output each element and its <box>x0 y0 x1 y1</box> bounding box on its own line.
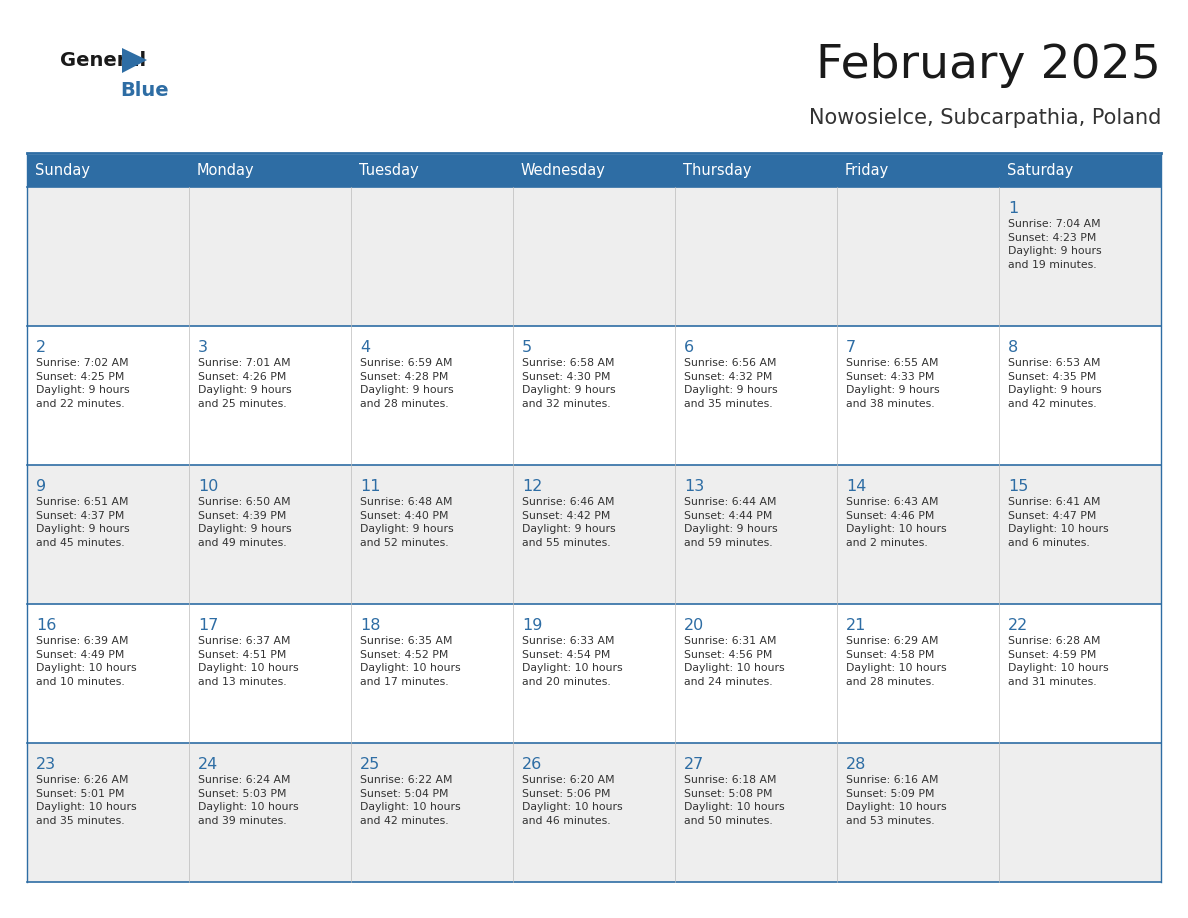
Text: 26: 26 <box>522 757 542 772</box>
Bar <box>27 465 1161 604</box>
Text: Sunrise: 6:26 AM
Sunset: 5:01 PM
Daylight: 10 hours
and 35 minutes.: Sunrise: 6:26 AM Sunset: 5:01 PM Dayligh… <box>36 775 137 826</box>
Text: 1: 1 <box>1007 201 1018 216</box>
Bar <box>27 187 1161 326</box>
Text: Sunrise: 6:18 AM
Sunset: 5:08 PM
Daylight: 10 hours
and 50 minutes.: Sunrise: 6:18 AM Sunset: 5:08 PM Dayligh… <box>684 775 784 826</box>
Text: Sunrise: 6:51 AM
Sunset: 4:37 PM
Daylight: 9 hours
and 45 minutes.: Sunrise: 6:51 AM Sunset: 4:37 PM Dayligh… <box>36 497 129 548</box>
Text: Sunrise: 6:24 AM
Sunset: 5:03 PM
Daylight: 10 hours
and 39 minutes.: Sunrise: 6:24 AM Sunset: 5:03 PM Dayligh… <box>198 775 298 826</box>
Text: 13: 13 <box>684 479 704 494</box>
Text: 27: 27 <box>684 757 704 772</box>
Text: February 2025: February 2025 <box>816 42 1161 87</box>
Text: Sunrise: 6:16 AM
Sunset: 5:09 PM
Daylight: 10 hours
and 53 minutes.: Sunrise: 6:16 AM Sunset: 5:09 PM Dayligh… <box>846 775 947 826</box>
Text: 17: 17 <box>198 618 219 633</box>
Text: 21: 21 <box>846 618 866 633</box>
Text: Sunrise: 6:58 AM
Sunset: 4:30 PM
Daylight: 9 hours
and 32 minutes.: Sunrise: 6:58 AM Sunset: 4:30 PM Dayligh… <box>522 358 615 409</box>
Text: 2: 2 <box>36 340 46 355</box>
Text: Sunrise: 6:37 AM
Sunset: 4:51 PM
Daylight: 10 hours
and 13 minutes.: Sunrise: 6:37 AM Sunset: 4:51 PM Dayligh… <box>198 636 298 687</box>
Text: Sunrise: 6:31 AM
Sunset: 4:56 PM
Daylight: 10 hours
and 24 minutes.: Sunrise: 6:31 AM Sunset: 4:56 PM Dayligh… <box>684 636 784 687</box>
Text: 14: 14 <box>846 479 866 494</box>
Text: 9: 9 <box>36 479 46 494</box>
Text: Sunrise: 7:04 AM
Sunset: 4:23 PM
Daylight: 9 hours
and 19 minutes.: Sunrise: 7:04 AM Sunset: 4:23 PM Dayligh… <box>1007 219 1101 270</box>
Text: 23: 23 <box>36 757 56 772</box>
Text: 10: 10 <box>198 479 219 494</box>
Text: 24: 24 <box>198 757 219 772</box>
Text: Sunrise: 7:01 AM
Sunset: 4:26 PM
Daylight: 9 hours
and 25 minutes.: Sunrise: 7:01 AM Sunset: 4:26 PM Dayligh… <box>198 358 291 409</box>
Bar <box>27 155 1161 187</box>
Text: 6: 6 <box>684 340 694 355</box>
Text: 28: 28 <box>846 757 866 772</box>
Text: 5: 5 <box>522 340 532 355</box>
Text: 16: 16 <box>36 618 56 633</box>
Text: Sunrise: 6:20 AM
Sunset: 5:06 PM
Daylight: 10 hours
and 46 minutes.: Sunrise: 6:20 AM Sunset: 5:06 PM Dayligh… <box>522 775 623 826</box>
Text: Sunrise: 6:59 AM
Sunset: 4:28 PM
Daylight: 9 hours
and 28 minutes.: Sunrise: 6:59 AM Sunset: 4:28 PM Dayligh… <box>360 358 454 409</box>
Text: Monday: Monday <box>197 163 254 178</box>
Text: 8: 8 <box>1007 340 1018 355</box>
Text: 22: 22 <box>1007 618 1029 633</box>
Text: 15: 15 <box>1007 479 1029 494</box>
Text: Thursday: Thursday <box>683 163 752 178</box>
Bar <box>27 743 1161 882</box>
Text: Sunrise: 6:55 AM
Sunset: 4:33 PM
Daylight: 9 hours
and 38 minutes.: Sunrise: 6:55 AM Sunset: 4:33 PM Dayligh… <box>846 358 940 409</box>
Text: Sunrise: 6:50 AM
Sunset: 4:39 PM
Daylight: 9 hours
and 49 minutes.: Sunrise: 6:50 AM Sunset: 4:39 PM Dayligh… <box>198 497 291 548</box>
Text: 20: 20 <box>684 618 704 633</box>
Text: Sunrise: 6:46 AM
Sunset: 4:42 PM
Daylight: 9 hours
and 55 minutes.: Sunrise: 6:46 AM Sunset: 4:42 PM Dayligh… <box>522 497 615 548</box>
Text: Sunrise: 6:53 AM
Sunset: 4:35 PM
Daylight: 9 hours
and 42 minutes.: Sunrise: 6:53 AM Sunset: 4:35 PM Dayligh… <box>1007 358 1101 409</box>
Text: Sunrise: 6:33 AM
Sunset: 4:54 PM
Daylight: 10 hours
and 20 minutes.: Sunrise: 6:33 AM Sunset: 4:54 PM Dayligh… <box>522 636 623 687</box>
Text: 11: 11 <box>360 479 380 494</box>
Text: Sunrise: 6:35 AM
Sunset: 4:52 PM
Daylight: 10 hours
and 17 minutes.: Sunrise: 6:35 AM Sunset: 4:52 PM Dayligh… <box>360 636 461 687</box>
Text: Sunrise: 6:44 AM
Sunset: 4:44 PM
Daylight: 9 hours
and 59 minutes.: Sunrise: 6:44 AM Sunset: 4:44 PM Dayligh… <box>684 497 778 548</box>
Text: 7: 7 <box>846 340 857 355</box>
Text: Friday: Friday <box>845 163 890 178</box>
Text: Sunrise: 6:56 AM
Sunset: 4:32 PM
Daylight: 9 hours
and 35 minutes.: Sunrise: 6:56 AM Sunset: 4:32 PM Dayligh… <box>684 358 778 409</box>
Text: Sunrise: 6:29 AM
Sunset: 4:58 PM
Daylight: 10 hours
and 28 minutes.: Sunrise: 6:29 AM Sunset: 4:58 PM Dayligh… <box>846 636 947 687</box>
Text: 19: 19 <box>522 618 543 633</box>
Text: 25: 25 <box>360 757 380 772</box>
Text: 3: 3 <box>198 340 208 355</box>
Text: 18: 18 <box>360 618 380 633</box>
Text: 12: 12 <box>522 479 543 494</box>
Text: Sunrise: 6:48 AM
Sunset: 4:40 PM
Daylight: 9 hours
and 52 minutes.: Sunrise: 6:48 AM Sunset: 4:40 PM Dayligh… <box>360 497 454 548</box>
Text: Sunrise: 6:43 AM
Sunset: 4:46 PM
Daylight: 10 hours
and 2 minutes.: Sunrise: 6:43 AM Sunset: 4:46 PM Dayligh… <box>846 497 947 548</box>
Text: General: General <box>61 50 146 70</box>
Text: Saturday: Saturday <box>1007 163 1073 178</box>
Text: Nowosielce, Subcarpathia, Poland: Nowosielce, Subcarpathia, Poland <box>809 108 1161 128</box>
Polygon shape <box>122 48 147 73</box>
Text: Sunrise: 6:28 AM
Sunset: 4:59 PM
Daylight: 10 hours
and 31 minutes.: Sunrise: 6:28 AM Sunset: 4:59 PM Dayligh… <box>1007 636 1108 687</box>
Text: Sunrise: 7:02 AM
Sunset: 4:25 PM
Daylight: 9 hours
and 22 minutes.: Sunrise: 7:02 AM Sunset: 4:25 PM Dayligh… <box>36 358 129 409</box>
Bar <box>27 604 1161 743</box>
Text: Sunrise: 6:41 AM
Sunset: 4:47 PM
Daylight: 10 hours
and 6 minutes.: Sunrise: 6:41 AM Sunset: 4:47 PM Dayligh… <box>1007 497 1108 548</box>
Text: Sunrise: 6:39 AM
Sunset: 4:49 PM
Daylight: 10 hours
and 10 minutes.: Sunrise: 6:39 AM Sunset: 4:49 PM Dayligh… <box>36 636 137 687</box>
Text: Blue: Blue <box>120 81 169 99</box>
Bar <box>27 326 1161 465</box>
Text: Wednesday: Wednesday <box>522 163 606 178</box>
Text: 4: 4 <box>360 340 371 355</box>
Text: Tuesday: Tuesday <box>359 163 418 178</box>
Text: Sunrise: 6:22 AM
Sunset: 5:04 PM
Daylight: 10 hours
and 42 minutes.: Sunrise: 6:22 AM Sunset: 5:04 PM Dayligh… <box>360 775 461 826</box>
Text: Sunday: Sunday <box>34 163 90 178</box>
